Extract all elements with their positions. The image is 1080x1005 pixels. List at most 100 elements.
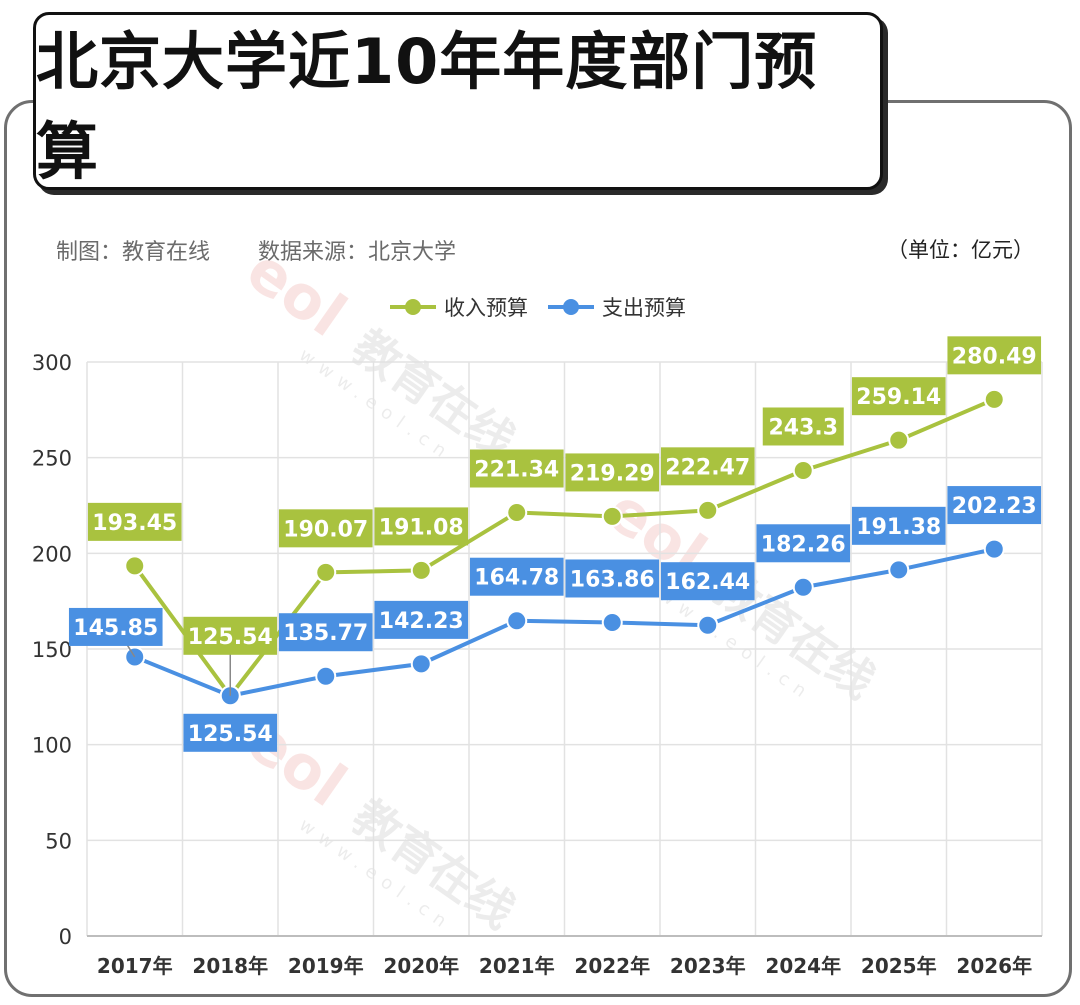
y-tick-label: 0 [59, 925, 72, 949]
data-label-text: 280.49 [952, 344, 1037, 369]
data-label: 125.54 [183, 616, 278, 696]
data-point [410, 653, 432, 675]
x-tick-label: 2024年 [765, 954, 841, 978]
data-label: 243.3 [762, 407, 844, 446]
data-point [601, 611, 623, 633]
data-label-box [947, 336, 1042, 375]
data-point [697, 614, 719, 636]
data-label-text: 182.26 [761, 532, 846, 557]
y-tick-label: 200 [32, 542, 72, 566]
legend-label: 支出预算 [602, 296, 686, 320]
data-label: 135.77 [278, 613, 373, 652]
data-label-box [660, 562, 755, 601]
credit-text: 制图：教育在线 [56, 240, 211, 265]
data-label: 219.29 [565, 453, 660, 492]
data-label-text: 193.45 [92, 511, 177, 536]
series-line [133, 397, 996, 698]
x-tick-label: 2018年 [192, 954, 268, 978]
data-label-box [374, 600, 469, 639]
legend-marker [563, 299, 579, 315]
data-label: 222.47 [660, 447, 755, 486]
legend-marker [405, 299, 421, 315]
data-label-box [278, 509, 373, 548]
data-label: 280.49 [947, 336, 1042, 375]
data-point [792, 459, 814, 481]
data-label-text: 162.44 [665, 570, 750, 595]
data-point [601, 505, 623, 527]
data-label-box [183, 713, 278, 752]
data-label-text: 142.23 [379, 609, 464, 634]
data-label-box [87, 502, 182, 541]
data-label: 142.23 [374, 600, 469, 639]
x-tick-label: 2022年 [574, 954, 650, 978]
data-point [697, 499, 719, 521]
data-label-text: 190.07 [283, 517, 368, 542]
series-line [133, 547, 995, 698]
data-label-text: 125.54 [188, 722, 273, 747]
chart-title: 北京大学近10年年度部门预算 [36, 25, 818, 188]
source-text: 数据来源：北京大学 [258, 240, 457, 265]
data-label: 164.78 [469, 557, 564, 596]
data-point [410, 559, 432, 581]
data-point [983, 388, 1005, 410]
data-label: 190.07 [278, 509, 373, 548]
data-label-text: 145.85 [73, 616, 158, 641]
data-label: 162.44 [660, 562, 755, 601]
data-label-text: 243.3 [768, 415, 838, 440]
y-tick-label: 150 [32, 638, 72, 662]
data-label: 145.85 [68, 607, 163, 658]
data-label-box [469, 557, 564, 596]
y-tick-label: 300 [32, 351, 72, 375]
data-label: 191.08 [374, 507, 469, 546]
data-label-box [374, 507, 469, 546]
data-label-box [469, 449, 564, 488]
legend-item: 支出预算 [548, 296, 686, 320]
data-label-box [947, 486, 1042, 525]
data-label-text: 135.77 [283, 621, 368, 646]
x-tick-label: 2026年 [956, 954, 1032, 978]
data-label-box [851, 506, 946, 545]
data-label: 259.14 [851, 377, 946, 416]
unit-text: （单位：亿元） [887, 238, 1034, 262]
data-point [506, 610, 528, 632]
x-tick-label: 2023年 [670, 954, 746, 978]
data-label-text: 125.54 [188, 625, 273, 650]
data-label-text: 221.34 [474, 458, 559, 483]
y-tick-label: 50 [45, 829, 72, 853]
legend-label: 收入预算 [444, 296, 528, 320]
y-tick-label: 250 [32, 447, 72, 471]
data-point [792, 576, 814, 598]
data-label-text: 219.29 [570, 461, 655, 486]
data-point [888, 559, 910, 581]
data-label: 163.86 [565, 559, 660, 598]
data-label: 125.54 [183, 713, 278, 752]
data-point [124, 555, 146, 577]
data-label-text: 259.14 [856, 385, 941, 410]
data-point [315, 561, 337, 583]
data-label-box [660, 447, 755, 486]
data-label-box [756, 524, 851, 563]
data-label-text: 202.23 [952, 494, 1037, 519]
x-tick-label: 2020年 [383, 954, 459, 978]
title-box: 北京大学近10年年度部门预算 [33, 12, 883, 190]
x-tick-label: 2019年 [288, 954, 364, 978]
data-point [506, 502, 528, 524]
data-label-box [851, 377, 946, 416]
data-label-text: 164.78 [474, 566, 559, 591]
data-label-box [278, 613, 373, 652]
legend-item: 收入预算 [390, 296, 528, 320]
y-tick-label: 100 [32, 734, 72, 758]
x-tick-label: 2025年 [861, 954, 937, 978]
data-label-text: 163.86 [570, 567, 655, 592]
data-label-box [762, 407, 844, 446]
data-label-text: 191.08 [379, 515, 464, 540]
data-point [888, 429, 910, 451]
watermark-logo: eol [234, 235, 358, 351]
data-label-text: 222.47 [665, 455, 750, 480]
data-label-box [565, 453, 660, 492]
data-label-box [565, 559, 660, 598]
data-label: 193.45 [87, 502, 182, 541]
data-label-text: 191.38 [856, 515, 941, 540]
